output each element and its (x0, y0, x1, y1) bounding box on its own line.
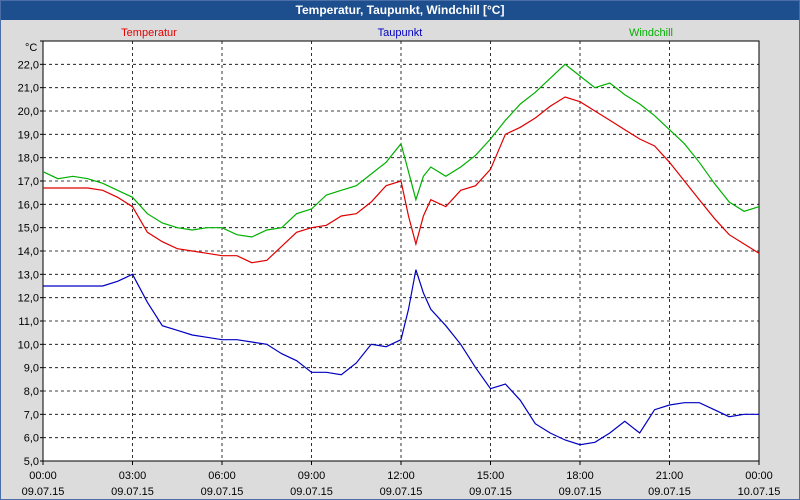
y-tick-label: 18,0 (18, 153, 39, 165)
x-tick-date: 10.07.15 (738, 486, 781, 498)
y-tick-label: 15,0 (18, 223, 39, 235)
y-tick-label: 8,0 (24, 386, 39, 398)
y-tick-label: 22,0 (18, 59, 39, 71)
legend: Temperatur Taupunkt Windchill (121, 27, 673, 39)
x-tick-time: 12:00 (387, 470, 415, 482)
x-tick-date: 09.07.15 (201, 486, 244, 498)
x-tick-time: 09:00 (298, 470, 326, 482)
legend-label-temperatur: Temperatur (121, 27, 177, 39)
x-tick-time: 06:00 (208, 470, 236, 482)
y-tick-label: 12,0 (18, 293, 39, 305)
y-tick-label: 14,0 (18, 246, 39, 258)
y-tick-label: 20,0 (18, 106, 39, 118)
y-axis-unit: °C (25, 42, 37, 54)
x-tick-time: 18:00 (566, 470, 594, 482)
x-tick-date: 09.07.15 (290, 486, 333, 498)
y-tick-label: 13,0 (18, 269, 39, 281)
y-tick-label: 7,0 (24, 409, 39, 421)
y-tick-label: 17,0 (18, 176, 39, 188)
x-tick-date: 09.07.15 (22, 486, 65, 498)
x-axis-ticks: 00:00 09.07.15 03:00 09.07.15 06:00 09.07.15 0… (22, 470, 781, 498)
x-tick-time: 15:00 (477, 470, 505, 482)
window-title: Temperatur, Taupunkt, Windchill [°C] (1, 1, 799, 20)
axes (40, 40, 760, 465)
y-tick-label: 9,0 (24, 363, 39, 375)
series-line-taupunkt (43, 269, 759, 446)
y-tick-label: 11,0 (18, 316, 39, 328)
y-tick-label: 6,0 (24, 433, 39, 445)
x-tick-time: 21:00 (656, 470, 684, 482)
y-tick-label: 5,0 (24, 456, 39, 468)
x-tick-time: 00:00 (29, 470, 57, 482)
series-line-temperatur (43, 96, 760, 264)
series-lines (42, 63, 760, 446)
x-tick-date: 09.07.15 (559, 486, 602, 498)
y-tick-label: 16,0 (18, 199, 39, 211)
legend-label-taupunkt: Taupunkt (378, 27, 423, 39)
legend-label-windchill: Windchill (629, 27, 673, 39)
y-axis-ticks: 5,0 6,0 7,0 8,0 9,0 10,0 11,0 12,0 13,0 14,0 15,0 1… (18, 59, 39, 468)
x-tick-date: 09.07.15 (380, 486, 423, 498)
x-tick-date: 09.07.15 (648, 486, 691, 498)
y-tick-label: 10,0 (18, 339, 39, 351)
series-line-windchill (42, 63, 760, 238)
grid (42, 40, 760, 462)
y-tick-label: 21,0 (18, 83, 39, 95)
y-tick-label: 19,0 (18, 129, 39, 141)
x-tick-time: 03:00 (119, 470, 147, 482)
x-tick-date: 09.07.15 (111, 486, 154, 498)
x-tick-time: 00:00 (745, 470, 773, 482)
x-tick-date: 09.07.15 (469, 486, 512, 498)
